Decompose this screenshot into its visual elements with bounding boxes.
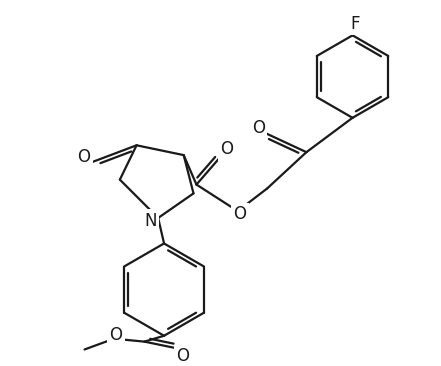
Text: O: O (176, 347, 189, 365)
Text: N: N (144, 212, 157, 230)
Text: O: O (77, 148, 90, 166)
Text: O: O (220, 140, 233, 158)
Text: O: O (233, 205, 246, 223)
Text: O: O (109, 326, 123, 344)
Text: F: F (351, 15, 360, 33)
Text: O: O (252, 119, 265, 137)
